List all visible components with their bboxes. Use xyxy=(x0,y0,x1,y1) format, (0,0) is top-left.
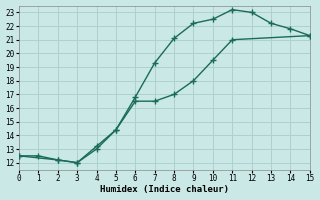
X-axis label: Humidex (Indice chaleur): Humidex (Indice chaleur) xyxy=(100,185,229,194)
